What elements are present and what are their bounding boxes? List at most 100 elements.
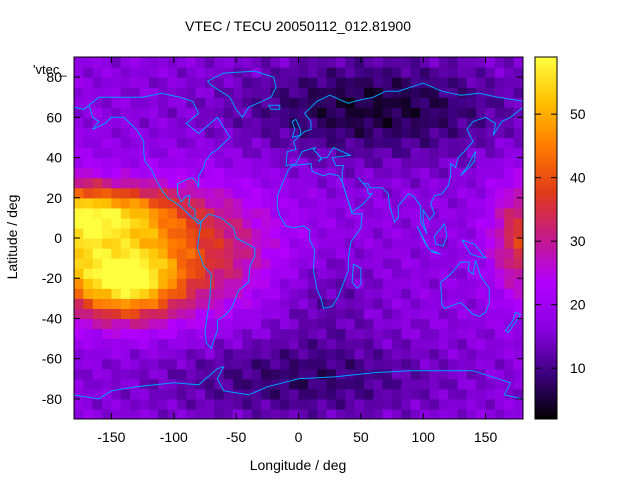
heatmap-cell bbox=[326, 368, 337, 380]
heatmap-cell bbox=[392, 157, 402, 169]
heatmap-cell bbox=[279, 227, 290, 239]
heatmap-cell bbox=[120, 67, 131, 78]
heatmap-cell bbox=[251, 57, 262, 68]
heatmap-cell bbox=[476, 207, 487, 219]
heatmap-cell bbox=[139, 197, 150, 209]
heatmap-cell bbox=[420, 248, 431, 259]
heatmap-cell bbox=[83, 278, 94, 289]
heatmap-cell bbox=[373, 288, 384, 299]
heatmap-cell bbox=[476, 197, 487, 209]
heatmap-cell bbox=[214, 127, 225, 139]
heatmap-cell bbox=[326, 318, 337, 330]
heatmap-cell bbox=[345, 217, 356, 229]
heatmap-cell bbox=[214, 398, 225, 410]
heatmap-cell bbox=[74, 328, 84, 340]
heatmap-cell bbox=[251, 408, 262, 419]
heatmap-cell bbox=[494, 207, 505, 219]
heatmap-cell bbox=[429, 398, 440, 410]
heatmap-cell bbox=[83, 167, 94, 179]
heatmap-cell bbox=[476, 227, 487, 239]
heatmap-cell bbox=[289, 167, 300, 179]
heatmap-cell bbox=[392, 368, 402, 380]
heatmap-cell bbox=[139, 398, 150, 410]
heatmap-cell bbox=[120, 127, 131, 139]
heatmap-cell bbox=[261, 107, 272, 118]
heatmap-cell bbox=[176, 368, 187, 380]
heatmap-cell bbox=[401, 177, 412, 189]
heatmap-cell bbox=[242, 87, 253, 98]
heatmap-cell bbox=[382, 328, 393, 340]
heatmap-cell bbox=[438, 368, 449, 380]
heatmap-cell bbox=[111, 177, 122, 189]
coastline bbox=[440, 259, 490, 317]
heatmap-cell bbox=[83, 408, 94, 419]
heatmap-cell bbox=[186, 348, 197, 360]
heatmap-cell bbox=[242, 67, 253, 78]
heatmap-cell bbox=[261, 197, 272, 209]
heatmap-cell bbox=[382, 167, 393, 179]
heatmap-cell bbox=[167, 177, 178, 189]
heatmap-cell bbox=[335, 398, 346, 410]
heatmap-cell bbox=[83, 298, 94, 309]
heatmap-cell bbox=[392, 57, 402, 68]
heatmap-cell bbox=[186, 127, 197, 139]
heatmap-cell bbox=[102, 298, 113, 309]
heatmap-cell bbox=[392, 248, 402, 259]
heatmap-cell bbox=[289, 358, 300, 370]
heatmap-cell bbox=[448, 328, 459, 340]
heatmap-cell bbox=[251, 127, 262, 139]
heatmap-cell bbox=[176, 107, 187, 118]
heatmap-cell bbox=[195, 137, 206, 149]
heatmap-cell bbox=[251, 177, 262, 189]
heatmap-cell bbox=[485, 248, 496, 259]
heatmap-cell bbox=[186, 217, 197, 229]
heatmap-cell bbox=[307, 308, 318, 320]
heatmap-cell bbox=[176, 358, 187, 370]
heatmap-cell bbox=[298, 378, 309, 390]
heatmap-cell bbox=[401, 167, 412, 179]
heatmap-cell bbox=[176, 87, 187, 98]
heatmap-cell bbox=[335, 308, 346, 320]
heatmap-cell bbox=[214, 368, 225, 380]
heatmap-cell bbox=[251, 268, 262, 279]
heatmap-cell bbox=[335, 238, 346, 249]
heatmap-cell bbox=[251, 378, 262, 390]
heatmap-cell bbox=[392, 278, 402, 289]
heatmap-cell bbox=[195, 388, 206, 400]
heatmap-cell bbox=[102, 207, 113, 219]
heatmap-cell bbox=[204, 197, 215, 209]
heatmap-cell bbox=[111, 318, 122, 330]
heatmap-cell bbox=[195, 87, 206, 98]
heatmap-cell bbox=[92, 368, 103, 380]
heatmap-cell bbox=[92, 408, 103, 419]
heatmap-cell bbox=[204, 137, 215, 149]
heatmap-cell bbox=[307, 278, 318, 289]
heatmap-cell bbox=[345, 177, 356, 189]
heatmap-cell bbox=[476, 298, 487, 309]
heatmap-cell bbox=[494, 127, 505, 139]
heatmap-cell bbox=[504, 398, 515, 410]
heatmap-cell bbox=[74, 378, 84, 390]
heatmap-cell bbox=[261, 87, 272, 98]
heatmap-cell bbox=[204, 127, 215, 139]
heatmap-cell bbox=[504, 177, 515, 189]
heatmap-cell bbox=[298, 368, 309, 380]
heatmap-cell bbox=[429, 408, 440, 419]
heatmap-cell bbox=[279, 338, 290, 350]
heatmap-cell bbox=[485, 298, 496, 309]
heatmap-cell bbox=[298, 57, 309, 68]
heatmap-cell bbox=[401, 57, 412, 68]
heatmap-cell bbox=[485, 258, 496, 269]
heatmap-cell bbox=[326, 197, 337, 209]
heatmap-cell bbox=[307, 187, 318, 199]
heatmap-cell bbox=[289, 338, 300, 350]
y-tick-label: -80 bbox=[42, 391, 62, 407]
heatmap-cell bbox=[513, 197, 523, 209]
heatmap-cell bbox=[335, 97, 346, 108]
heatmap-cell bbox=[233, 288, 243, 299]
heatmap-cell bbox=[233, 187, 243, 199]
colorbar-tick-label: 40 bbox=[570, 170, 586, 186]
heatmap-cell bbox=[176, 338, 187, 350]
heatmap-cell bbox=[83, 97, 94, 108]
heatmap-cell bbox=[494, 248, 505, 259]
